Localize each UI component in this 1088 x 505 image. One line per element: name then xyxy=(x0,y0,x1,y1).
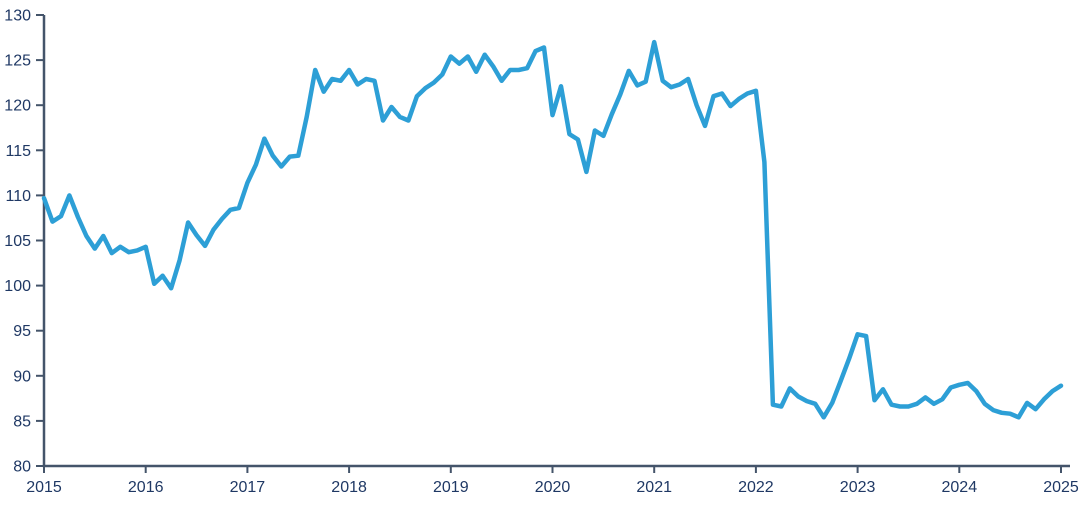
x-tick-label: 2023 xyxy=(840,479,876,496)
x-tick-label: 2016 xyxy=(128,479,164,496)
y-tick-label: 130 xyxy=(4,8,31,25)
x-tick-label: 2017 xyxy=(230,479,266,496)
y-tick-label: 80 xyxy=(13,459,31,476)
y-tick-label: 125 xyxy=(4,53,31,70)
x-tick-label: 2015 xyxy=(26,479,62,496)
y-tick-label: 105 xyxy=(4,233,31,250)
y-tick-label: 115 xyxy=(5,143,31,160)
x-tick-label: 2019 xyxy=(433,479,469,496)
y-axis-ticks: 80 85 90 95 100 105 110 115 120 125 130 xyxy=(4,8,44,476)
y-tick-label: 100 xyxy=(4,278,31,295)
x-tick-label: 2025 xyxy=(1043,479,1079,496)
x-tick-label: 2020 xyxy=(535,479,571,496)
data-series xyxy=(41,39,1064,420)
y-tick-label: 110 xyxy=(5,188,31,205)
x-tick-label: 2021 xyxy=(636,479,672,496)
x-axis-ticks: 2015 2016 2017 2018 2019 2020 2021 2022 2023 2024… xyxy=(26,466,1079,496)
x-tick-label: 2024 xyxy=(942,479,978,496)
x-tick-label: 2022 xyxy=(738,479,774,496)
axes xyxy=(42,15,1070,468)
y-tick-label: 120 xyxy=(4,98,31,115)
y-tick-label: 85 xyxy=(13,413,31,430)
data-line xyxy=(41,39,1064,420)
y-tick-label: 90 xyxy=(13,368,31,385)
y-tick-label: 95 xyxy=(13,323,31,340)
x-tick-label: 2018 xyxy=(331,479,367,496)
